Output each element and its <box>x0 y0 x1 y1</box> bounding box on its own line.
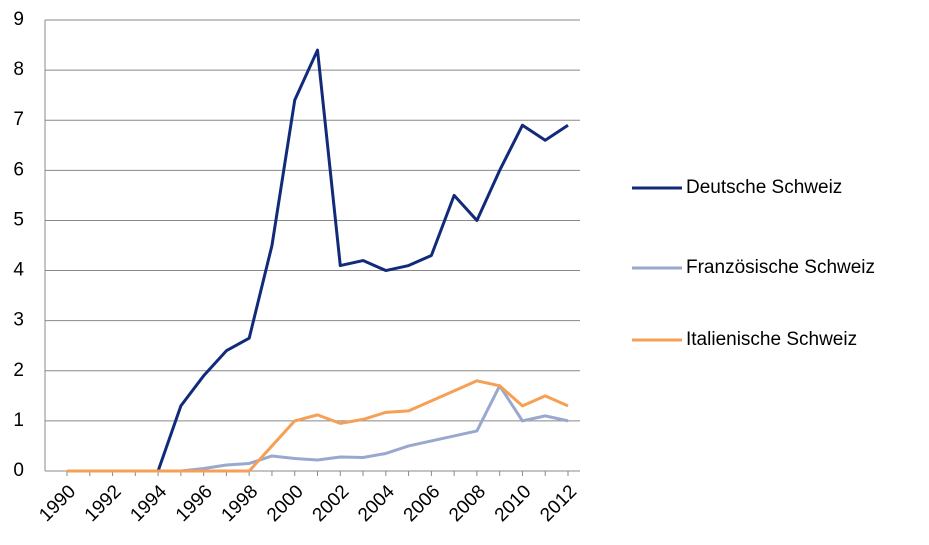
legend-label: Französische Schweiz <box>686 257 875 278</box>
legend-label: Deutsche Schweiz <box>686 177 842 198</box>
y-tick-label: 1 <box>13 410 24 431</box>
x-tick-label: 1996 <box>172 481 217 526</box>
y-tick-label: 0 <box>13 460 24 481</box>
x-tick-label: 2002 <box>309 481 354 526</box>
x-tick-label: 2004 <box>354 481 399 526</box>
y-tick-label: 2 <box>13 360 24 381</box>
x-tick-label: 2010 <box>491 481 536 526</box>
y-tick-label: 6 <box>13 159 24 180</box>
x-tick-label: 1998 <box>218 481 263 526</box>
y-tick-label: 4 <box>13 260 24 281</box>
legend-label: Italienische Schweiz <box>686 329 857 350</box>
y-tick-label: 7 <box>13 109 24 130</box>
series-line <box>67 384 569 473</box>
x-tick-label: 1992 <box>81 481 126 526</box>
y-tick-label: 9 <box>13 9 24 30</box>
x-tick-label: 1994 <box>126 481 171 526</box>
y-tick-label: 8 <box>13 59 24 80</box>
series-line <box>67 379 569 473</box>
x-tick-label: 2008 <box>445 481 490 526</box>
x-tick-label: 2012 <box>536 481 581 526</box>
y-tick-label: 5 <box>13 209 24 230</box>
y-tick-label: 3 <box>13 310 24 331</box>
x-tick-label: 1990 <box>35 481 80 526</box>
series-line <box>67 48 569 473</box>
x-tick-label: 2006 <box>400 481 445 526</box>
x-tick-label: 2000 <box>263 481 308 526</box>
